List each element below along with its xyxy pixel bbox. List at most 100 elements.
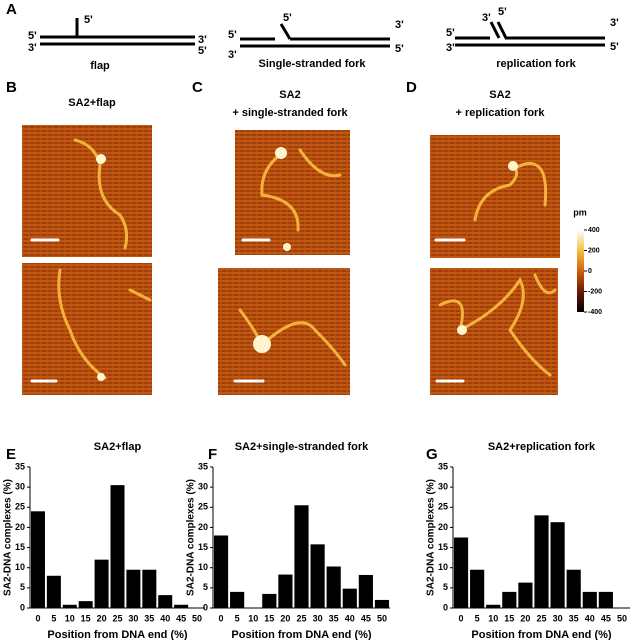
flap-diagram: 5' 5' 3' 3' 5' flap	[28, 14, 207, 72]
x-axis-label: Position from DNA end (%)	[231, 629, 371, 640]
x-tick-label: 5	[475, 613, 480, 623]
x-tick-label: 5	[51, 613, 56, 623]
bar	[126, 569, 141, 608]
x-tick-label: 0	[219, 613, 224, 623]
bar	[358, 574, 373, 608]
y-tick-label: 5	[20, 582, 25, 592]
bar	[486, 604, 501, 608]
y-axis-label: SA2-DNA complexes (%)	[186, 479, 197, 596]
bar	[46, 575, 61, 608]
y-tick-label: 30	[15, 482, 25, 492]
bar	[230, 591, 245, 608]
bar	[534, 515, 549, 608]
end-label: 5'	[84, 14, 93, 26]
image-title: SA2+flap	[68, 97, 116, 109]
bar	[453, 537, 469, 608]
panel-label: D	[406, 79, 417, 96]
bar	[550, 522, 565, 608]
end-label: 5'	[610, 41, 619, 53]
bar	[326, 566, 341, 608]
x-tick-label: 25	[296, 613, 306, 623]
bar	[294, 505, 309, 608]
bar	[342, 588, 357, 608]
x-axis-label: Position from DNA end (%)	[471, 629, 611, 640]
bar	[598, 591, 613, 608]
y-tick-label: 0	[203, 602, 208, 612]
y-tick-label: 20	[198, 522, 208, 532]
bar	[213, 535, 229, 608]
bar	[142, 569, 157, 608]
y-tick-label: 30	[438, 482, 448, 492]
x-tick-label: 10	[248, 613, 258, 623]
end-label: 3'	[198, 34, 207, 46]
y-tick-label: 25	[438, 502, 448, 512]
colorbar-tick-label: 0	[588, 268, 592, 275]
x-tick-label: 40	[345, 613, 355, 623]
chart-title: SA2+single-stranded fork	[235, 441, 369, 453]
image-title: SA2	[489, 89, 510, 101]
panel-label: E	[6, 446, 16, 463]
colorbar-tick-label: 400	[588, 227, 600, 234]
bar	[310, 544, 325, 608]
end-label: 3'	[482, 12, 491, 24]
image-title: SA2	[279, 89, 300, 101]
colorbar-tick-label: -400	[588, 309, 602, 316]
bar	[262, 593, 277, 608]
x-tick-label: 45	[176, 613, 186, 623]
x-tick-label: 50	[192, 613, 202, 623]
bar	[374, 599, 390, 608]
colorbar	[577, 230, 584, 312]
colorbar-tick-label: 200	[588, 247, 600, 254]
x-tick-label: 30	[553, 613, 563, 623]
colorbar-tick-label: -200	[588, 288, 602, 295]
y-tick-label: 15	[438, 542, 448, 552]
x-tick-label: 25	[112, 613, 122, 623]
end-label: 3'	[28, 42, 37, 54]
y-tick-label: 25	[198, 502, 208, 512]
bar	[30, 511, 45, 608]
diagram-title: Single-stranded fork	[259, 58, 367, 70]
ss-fork-diagram: 5' 5' 3' 3' 5' Single-stranded fork	[228, 12, 404, 70]
x-axis-label: Position from DNA end (%)	[47, 629, 187, 640]
panel-label: B	[6, 79, 17, 96]
y-tick-label: 15	[198, 542, 208, 552]
bar	[518, 582, 533, 608]
x-tick-label: 50	[377, 613, 387, 623]
end-label: 5'	[198, 45, 207, 57]
x-tick-label: 40	[585, 613, 595, 623]
x-tick-label: 10	[488, 613, 498, 623]
x-tick-label: 15	[504, 613, 514, 623]
x-tick-label: 0	[459, 613, 464, 623]
y-tick-label: 0	[20, 602, 25, 612]
colorbar-unit: pm	[573, 207, 587, 217]
end-label: 3'	[395, 19, 404, 31]
bar	[158, 595, 173, 608]
panel-label: A	[6, 1, 17, 18]
bar	[278, 574, 293, 608]
x-tick-label: 40	[160, 613, 170, 623]
panel-label: G	[426, 446, 438, 463]
end-label: 3'	[610, 17, 619, 29]
x-tick-label: 15	[264, 613, 274, 623]
y-tick-label: 5	[443, 582, 448, 592]
y-tick-label: 30	[198, 482, 208, 492]
afm-images	[22, 125, 560, 395]
bar	[94, 559, 109, 608]
x-tick-label: 20	[520, 613, 530, 623]
y-axis-label: SA2-DNA complexes (%)	[426, 479, 437, 596]
bar	[582, 591, 597, 608]
end-label: 5'	[28, 30, 37, 42]
bar	[110, 485, 125, 608]
panel-label: F	[208, 446, 217, 463]
bar	[62, 604, 77, 608]
diagram-title: flap	[90, 60, 110, 72]
x-tick-label: 5	[235, 613, 240, 623]
end-label: 5'	[446, 27, 455, 39]
y-tick-label: 20	[438, 522, 448, 532]
y-tick-label: 20	[15, 522, 25, 532]
y-tick-label: 35	[438, 461, 448, 471]
y-tick-label: 10	[198, 562, 208, 572]
bar	[78, 601, 93, 608]
end-label: 3'	[228, 49, 237, 61]
